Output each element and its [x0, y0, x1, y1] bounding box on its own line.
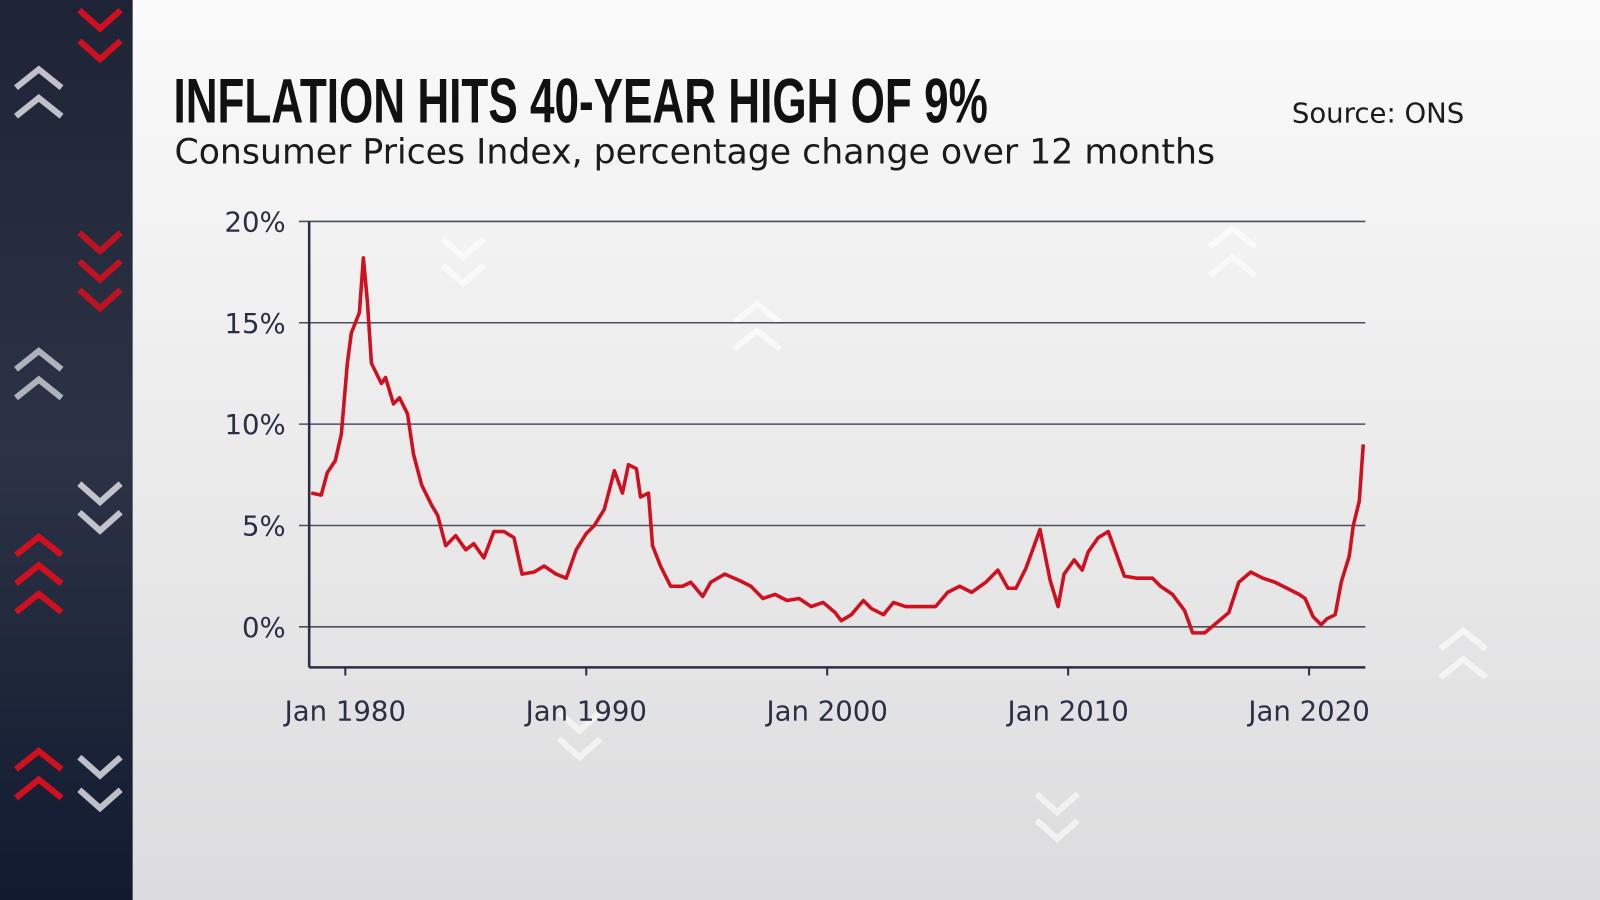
side-panel — [0, 0, 133, 900]
y-tick-label: 5% — [242, 511, 286, 543]
plot: 0% 5% 10% 15% 20% Jan 1980 Jan 1990 Jan 2000 Jan… — [224, 206, 1369, 727]
x-tick-label: Jan 2020 — [1246, 695, 1369, 727]
chart-title: INFLATION HITS 40-YEAR HIGH OF 9% — [173, 66, 987, 136]
y-tick-label: 20% — [224, 206, 285, 238]
source: Source: ONS — [1292, 97, 1464, 129]
side-chevrons — [14, 7, 123, 813]
y-tick-label: 10% — [224, 409, 285, 441]
cpi-line — [310, 256, 1366, 635]
y-tick-label: 15% — [224, 308, 285, 340]
x-tick-label: Jan 2000 — [765, 695, 888, 727]
x-tick-label: Jan 1990 — [524, 695, 647, 727]
x-tick-label: Jan 2010 — [1005, 695, 1128, 727]
x-tick-label: Jan 1980 — [283, 695, 406, 727]
chart-subtitle: Consumer Prices Index, percentage change… — [174, 132, 1215, 172]
background-chevrons — [440, 224, 1488, 843]
y-tick-label: 0% — [242, 612, 286, 644]
